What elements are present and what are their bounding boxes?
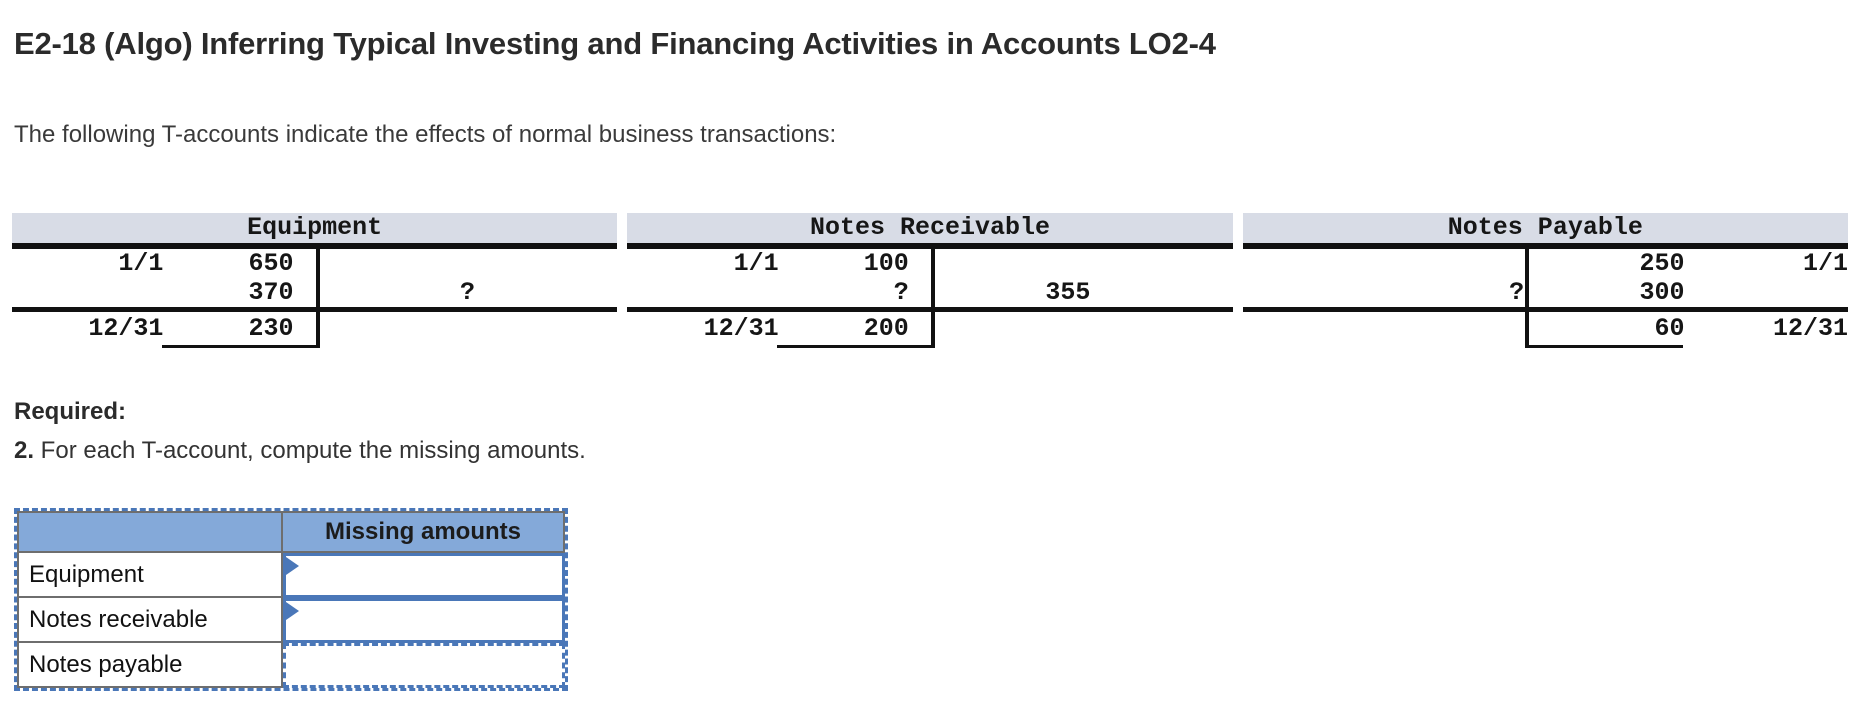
required-heading: Required:	[14, 398, 127, 425]
entry-amount: 60	[1654, 314, 1685, 343]
t-account-entry-row: 1/1 100	[627, 249, 1232, 278]
entry-amount: 230	[248, 314, 294, 343]
t-account-entry-row: 1/1 650	[12, 249, 617, 278]
spacer	[293, 278, 317, 307]
spacer	[909, 278, 933, 307]
entry-amount: 650	[248, 249, 294, 278]
entry-date: 12/31	[703, 314, 779, 343]
entry-amount	[1394, 312, 1524, 348]
row-label-notes-payable: Notes payable	[17, 643, 283, 688]
missing-amounts-table: Missing amounts Equipment Notes receivab…	[14, 508, 568, 691]
t-account-notes-payable: Notes Payable 250 1/1 ? 300	[1242, 213, 1848, 348]
entry-amount	[318, 312, 475, 348]
entry-date	[12, 278, 163, 307]
t-account-balance-row: 12/31 230	[12, 312, 617, 348]
entry-amount: 200	[863, 314, 909, 343]
required-item-text: For each T-account, compute the missing …	[34, 437, 586, 464]
balance-underline	[1527, 345, 1683, 348]
entry-date: 1/1	[1802, 249, 1848, 278]
entry-date	[1243, 312, 1394, 348]
entry-date	[1685, 278, 1848, 307]
t-account-divider	[931, 249, 936, 348]
entry-date	[475, 278, 617, 307]
t-account-body: 250 1/1 ? 300 60 12/31	[1242, 243, 1848, 348]
spacer	[909, 249, 933, 278]
entry-date: 1/1	[118, 249, 164, 278]
cell-marker-icon	[286, 602, 299, 620]
entry-amount: 100	[863, 249, 909, 278]
entry-date	[475, 312, 617, 348]
entry-amount: 250	[1639, 249, 1685, 278]
corner-header-cell	[17, 511, 283, 553]
entry-amount	[933, 249, 1090, 278]
entry-date	[1090, 249, 1232, 278]
t-account-body: 1/1 100 ? 355 12/31 200	[627, 243, 1233, 348]
entry-amount: ?	[460, 278, 476, 307]
missing-amounts-header-cell: Missing amounts	[283, 511, 565, 553]
t-account-title: Notes Payable	[1242, 213, 1848, 243]
t-account-balance-row: 60 12/31	[1243, 312, 1848, 348]
row-label-equipment: Equipment	[17, 553, 283, 598]
entry-amount: 370	[248, 278, 294, 307]
notes-receivable-amount-input[interactable]	[286, 601, 562, 640]
answer-table-header-row: Missing amounts	[17, 511, 565, 553]
t-account-title: Notes Receivable	[627, 213, 1233, 243]
cell-marker-icon	[286, 557, 299, 575]
table-row: Equipment	[17, 553, 565, 598]
entry-date	[475, 249, 617, 278]
entry-amount: ?	[893, 278, 909, 307]
table-row: Notes receivable	[17, 598, 565, 643]
entry-amount: 355	[1045, 278, 1091, 307]
equipment-amount-cell[interactable]	[283, 553, 565, 598]
required-section: Required: 2. For each T-account, compute…	[14, 392, 586, 470]
entry-amount	[933, 312, 1090, 348]
t-account-divider	[1525, 249, 1530, 348]
t-account-equipment: Equipment 1/1 650 370 ?	[12, 213, 618, 348]
entry-amount	[318, 249, 475, 278]
total-rule	[627, 307, 1233, 312]
entry-date	[1243, 278, 1394, 307]
spacer	[909, 312, 933, 348]
entry-date	[1090, 278, 1232, 307]
spacer	[293, 249, 317, 278]
t-account-entry-row: 250 1/1	[1243, 249, 1848, 278]
table-row: Notes payable	[17, 643, 565, 688]
t-account-balance-row: 12/31 200	[627, 312, 1232, 348]
notes-receivable-amount-cell[interactable]	[283, 598, 565, 643]
t-account-entry-row: ? 355	[627, 278, 1232, 307]
entry-date	[1243, 249, 1394, 278]
entry-date: 12/31	[88, 314, 164, 343]
notes-payable-amount-input[interactable]	[286, 646, 562, 685]
t-account-title: Equipment	[12, 213, 618, 243]
t-account-entry-row: 370 ?	[12, 278, 617, 307]
entry-date: 12/31	[1772, 314, 1848, 343]
row-label-notes-receivable: Notes receivable	[17, 598, 283, 643]
page-title: E2-18 (Algo) Inferring Typical Investing…	[14, 26, 1216, 61]
t-account-body: 1/1 650 370 ? 12/31 230	[12, 243, 618, 348]
balance-underline	[162, 345, 318, 348]
entry-date: 1/1	[733, 249, 779, 278]
t-account-divider	[315, 249, 320, 348]
t-accounts-row: Equipment 1/1 650 370 ?	[12, 213, 1848, 348]
entry-amount: 300	[1639, 278, 1685, 307]
entry-amount: ?	[1509, 278, 1525, 307]
balance-underline	[777, 345, 933, 348]
entry-amount	[1394, 249, 1524, 278]
intro-text: The following T-accounts indicate the ef…	[14, 121, 837, 148]
total-rule	[1242, 307, 1848, 312]
required-item: 2. For each T-account, compute the missi…	[14, 431, 586, 470]
spacer	[293, 312, 317, 348]
entry-date	[1090, 312, 1232, 348]
total-rule	[12, 307, 618, 312]
notes-payable-amount-cell[interactable]	[283, 643, 565, 688]
t-account-notes-receivable: Notes Receivable 1/1 100 ? 355	[627, 213, 1233, 348]
required-item-number: 2.	[14, 437, 35, 464]
entry-date	[627, 278, 778, 307]
t-account-entry-row: ? 300	[1243, 278, 1848, 307]
equipment-amount-input[interactable]	[286, 556, 562, 595]
